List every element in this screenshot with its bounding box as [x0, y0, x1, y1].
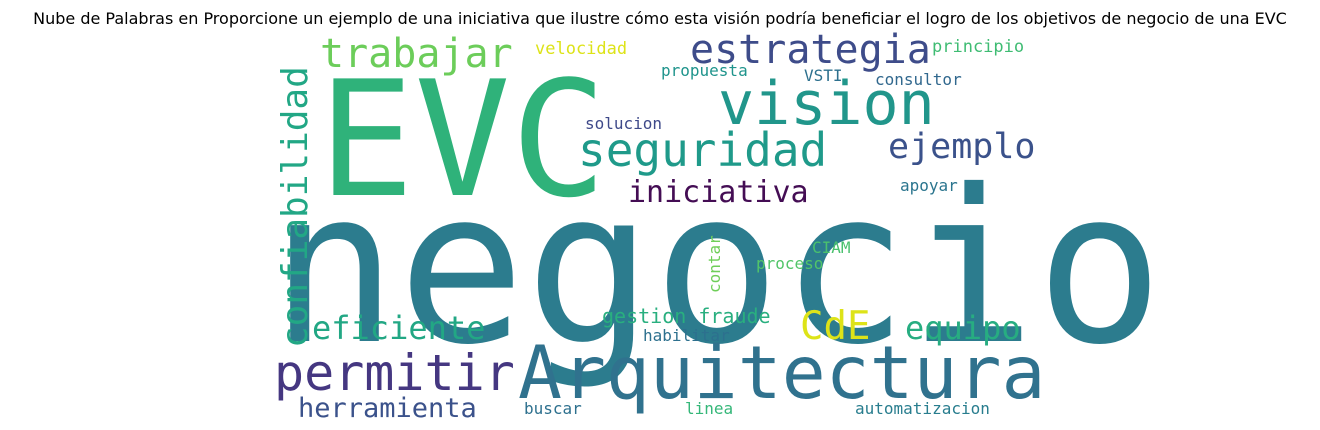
word-iniciativa: iniciativa [628, 175, 809, 210]
word-consultor: consultor [875, 70, 962, 89]
word-proceso: proceso [756, 254, 824, 273]
word-propuesta: propuesta [661, 61, 748, 80]
word-habilitar: habilitar [643, 326, 730, 345]
word-negocio: negocio [270, 144, 1164, 391]
word-principio: principio [932, 37, 1025, 57]
word-equipo: equipo [905, 309, 1021, 347]
word-apoyar: apoyar [900, 176, 958, 195]
word-ciam: CIAM [812, 238, 851, 257]
word-solucion: solucion [585, 114, 663, 133]
word-velocidad: velocidad [535, 39, 628, 59]
word-buscar: buscar [524, 399, 582, 418]
word-herramienta: herramienta [298, 393, 477, 424]
word-contar: contar [705, 235, 724, 293]
word-seguridad: seguridad [578, 123, 828, 177]
word-confiabilidad: confiabilidad [275, 66, 316, 348]
word-linea: linea [685, 399, 734, 418]
word-cde: CdE [800, 304, 871, 349]
word-trabajar: trabajar [320, 31, 513, 77]
word-automatizacion: automatizacion [855, 399, 990, 418]
word-ejemplo: ejemplo [888, 127, 1036, 167]
word-eficiente: eficiente [312, 309, 486, 347]
word-vision: vision [718, 69, 935, 139]
word-arquitectura: Arquitectura [518, 331, 1046, 416]
word-evc: EVC [318, 46, 607, 233]
word-estrategia: estrategia [690, 27, 931, 73]
word-vsti: VSTI [804, 66, 843, 85]
word-gestion-fraude: gestion fraude [602, 304, 771, 328]
chart-title: Nube de Palabras en Proporcione un ejemp… [33, 9, 1287, 28]
word-permitir: permitir [274, 344, 515, 402]
